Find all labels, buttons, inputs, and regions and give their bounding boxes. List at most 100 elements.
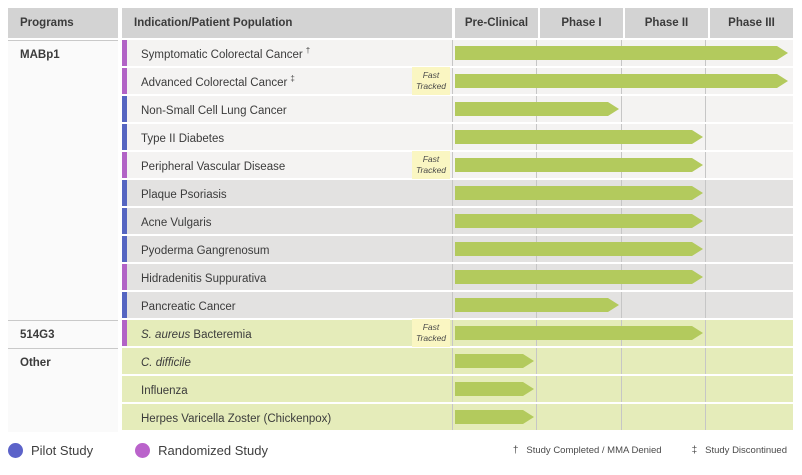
- phase-track: [452, 292, 793, 318]
- indication-cell: Non-Small Cell Lung Cancer Fast Tracked: [122, 96, 452, 122]
- indication-label: Influenza: [141, 384, 188, 397]
- study-type-bar: [122, 236, 127, 262]
- phase-track: [452, 180, 793, 206]
- program-cell: [8, 404, 118, 432]
- indication-cell: Acne Vulgaris Fast Tracked: [122, 208, 452, 234]
- progress-arrow-icon: [455, 354, 534, 368]
- progress-arrow-icon: [455, 186, 703, 200]
- indication-label: Hidradenitis Suppurativa: [141, 272, 267, 285]
- program-cell: [8, 292, 118, 320]
- indication-label: Plaque Psoriasis: [141, 188, 227, 201]
- pilot-study-dot-icon: [8, 443, 23, 458]
- indication-label: Acne Vulgaris: [141, 216, 212, 229]
- indication-label: Type II Diabetes: [141, 132, 225, 145]
- indication-label: Pancreatic Cancer: [141, 300, 236, 313]
- progress-arrow-icon: [455, 214, 703, 228]
- table-row: MABp1 Symptomatic Colorectal Cancer† Fas…: [8, 40, 793, 68]
- study-type-bar: [122, 124, 127, 150]
- progress-arrow-icon: [455, 158, 703, 172]
- program-cell: [8, 124, 118, 152]
- header-phase1: Phase I: [540, 8, 623, 38]
- table-row: Non-Small Cell Lung Cancer Fast Tracked: [8, 96, 793, 124]
- indication-cell: S. aureus Bacteremia Fast Tracked: [122, 319, 452, 347]
- table-row: 514G3 S. aureus Bacteremia Fast Tracked: [8, 319, 793, 348]
- phase-track: [452, 124, 793, 150]
- progress-arrow-icon: [455, 102, 619, 116]
- program-cell: [8, 264, 118, 292]
- indication-label: Pyoderma Gangrenosum: [141, 244, 270, 257]
- study-type-bar: [122, 68, 127, 94]
- study-type-bar: [122, 208, 127, 234]
- indication-label: Herpes Varicella Zoster (Chickenpox): [141, 412, 332, 425]
- table-row: Type II Diabetes Fast Tracked: [8, 124, 793, 152]
- fast-tracked-line2: Tracked: [415, 81, 447, 91]
- footnote-text: Study Completed / MMA Denied: [526, 445, 662, 456]
- study-type-bar: [122, 264, 127, 290]
- study-type-bar: [122, 320, 127, 346]
- program-label: Other: [20, 356, 51, 369]
- progress-arrow-icon: [455, 270, 703, 284]
- fast-tracked-badge: Fast Tracked: [412, 67, 450, 95]
- phase-track: [452, 264, 793, 290]
- phase-track: [452, 404, 793, 430]
- indication-label: Non-Small Cell Lung Cancer: [141, 104, 287, 117]
- program-cell: [8, 236, 118, 264]
- footnote-discontinued: ‡ Study Discontinued: [692, 445, 787, 456]
- phase-track: [452, 320, 793, 346]
- progress-arrow-icon: [455, 130, 703, 144]
- footnote-completed: † Study Completed / MMA Denied: [513, 445, 662, 456]
- double-dagger-icon: ‡: [691, 445, 698, 456]
- program-cell: 514G3: [8, 320, 118, 348]
- study-type-bar: [122, 152, 127, 178]
- table-row: Acne Vulgaris Fast Tracked: [8, 208, 793, 236]
- header-programs: Programs: [8, 8, 118, 38]
- table-header: Programs Indication/Patient Population P…: [8, 8, 793, 38]
- legend-label: Pilot Study: [31, 443, 94, 458]
- table-row: Peripheral Vascular Disease Fast Tracked: [8, 151, 793, 180]
- fast-tracked-line2: Tracked: [415, 165, 447, 175]
- indication-cell: Influenza Fast Tracked: [122, 376, 452, 402]
- fast-tracked-line1: Fast: [422, 69, 440, 80]
- chart-footer: Pilot Study Randomized Study † Study Com…: [8, 443, 793, 458]
- study-type-bar: [122, 180, 127, 206]
- header-indication: Indication/Patient Population: [122, 8, 452, 38]
- fast-tracked-badge: Fast Tracked: [412, 319, 450, 347]
- table-row: Influenza Fast Tracked: [8, 376, 793, 404]
- fast-tracked-line1: Fast: [422, 153, 440, 164]
- table-row: Hidradenitis Suppurativa Fast Tracked: [8, 264, 793, 292]
- indication-label: Peripheral Vascular Disease: [141, 160, 286, 173]
- table-row: Herpes Varicella Zoster (Chickenpox) Fas…: [8, 404, 793, 432]
- indication-cell: Type II Diabetes Fast Tracked: [122, 124, 452, 150]
- phase-headers: Pre-Clinical Phase I Phase II Phase III: [455, 8, 793, 38]
- dagger-icon: †: [512, 445, 519, 456]
- table-row: Plaque Psoriasis Fast Tracked: [8, 180, 793, 208]
- legend-item-randomized: Randomized Study: [135, 443, 268, 458]
- legend-label: Randomized Study: [158, 443, 268, 458]
- progress-arrow-icon: [455, 410, 534, 424]
- indication-cell: Pyoderma Gangrenosum Fast Tracked: [122, 236, 452, 262]
- phase-track: [452, 40, 793, 66]
- phase-track: [452, 68, 793, 94]
- table-body: MABp1 Symptomatic Colorectal Cancer† Fas…: [8, 40, 793, 432]
- indication-label: Symptomatic Colorectal Cancer †: [141, 45, 311, 61]
- program-cell: MABp1: [8, 40, 118, 68]
- study-type-legend: Pilot Study Randomized Study: [8, 443, 310, 458]
- table-row: Other C. difficile Fast Tracked: [8, 348, 793, 376]
- pipeline-table: Programs Indication/Patient Population P…: [8, 8, 793, 432]
- randomized-study-dot-icon: [135, 443, 151, 458]
- indication-label: C. difficile: [141, 356, 191, 369]
- progress-arrow-icon: [455, 74, 788, 88]
- program-cell: [8, 96, 118, 124]
- phase-track: [452, 236, 793, 262]
- footnotes: † Study Completed / MMA Denied ‡ Study D…: [483, 445, 793, 456]
- program-cell: [8, 208, 118, 236]
- program-cell: [8, 68, 118, 96]
- header-phase2: Phase II: [625, 8, 708, 38]
- table-row: Advanced Colorectal Cancer ‡ Fast Tracked: [8, 67, 793, 96]
- indication-cell: Pancreatic Cancer Fast Tracked: [122, 292, 452, 318]
- program-cell: Other: [8, 348, 118, 376]
- phase-track: [452, 152, 793, 178]
- footnote-text: Study Discontinued: [705, 445, 787, 456]
- header-phase3: Phase III: [710, 8, 793, 38]
